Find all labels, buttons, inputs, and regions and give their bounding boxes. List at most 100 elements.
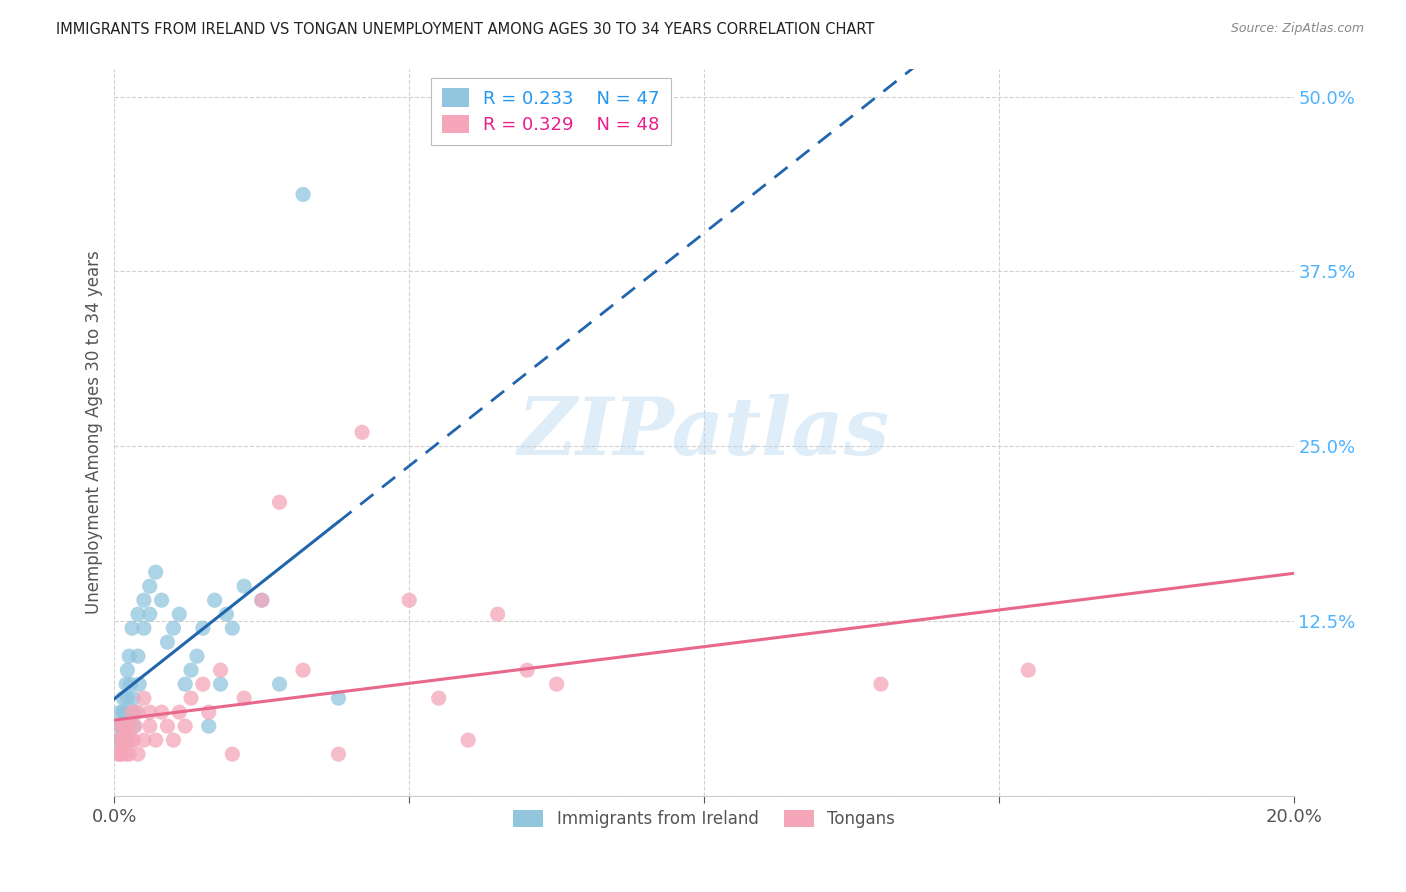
Point — [122, 691, 145, 706]
Point — [117, 663, 139, 677]
Point — [250, 593, 273, 607]
Point — [112, 719, 135, 733]
Point — [122, 719, 145, 733]
Point — [233, 579, 256, 593]
Point — [204, 593, 226, 607]
Point — [121, 621, 143, 635]
Point — [139, 579, 162, 593]
Point — [115, 733, 138, 747]
Point — [427, 691, 450, 706]
Point — [215, 607, 238, 622]
Point — [162, 733, 184, 747]
Point — [250, 593, 273, 607]
Point — [139, 719, 162, 733]
Point — [132, 733, 155, 747]
Point — [221, 747, 243, 761]
Point — [110, 719, 132, 733]
Point — [150, 593, 173, 607]
Point — [115, 719, 138, 733]
Point — [112, 705, 135, 719]
Point — [870, 677, 893, 691]
Point — [180, 691, 202, 706]
Point — [398, 593, 420, 607]
Text: Source: ZipAtlas.com: Source: ZipAtlas.com — [1230, 22, 1364, 36]
Point — [127, 607, 149, 622]
Point — [121, 705, 143, 719]
Point — [122, 733, 145, 747]
Point — [169, 705, 191, 719]
Point — [118, 719, 141, 733]
Point — [105, 747, 128, 761]
Point — [169, 607, 191, 622]
Point — [350, 425, 373, 440]
Text: ZIPatlas: ZIPatlas — [517, 393, 890, 471]
Point — [221, 621, 243, 635]
Point — [110, 705, 132, 719]
Point — [124, 719, 146, 733]
Point — [145, 566, 167, 580]
Point — [209, 663, 232, 677]
Point — [197, 705, 219, 719]
Legend: Immigrants from Ireland, Tongans: Immigrants from Ireland, Tongans — [506, 804, 901, 835]
Point — [546, 677, 568, 691]
Point — [118, 747, 141, 761]
Point — [1017, 663, 1039, 677]
Point — [269, 677, 291, 691]
Point — [186, 649, 208, 664]
Point — [115, 677, 138, 691]
Point — [124, 705, 146, 719]
Point — [121, 705, 143, 719]
Point — [110, 747, 132, 761]
Point — [197, 719, 219, 733]
Point — [127, 705, 149, 719]
Text: IMMIGRANTS FROM IRELAND VS TONGAN UNEMPLOYMENT AMONG AGES 30 TO 34 YEARS CORRELA: IMMIGRANTS FROM IRELAND VS TONGAN UNEMPL… — [56, 22, 875, 37]
Point — [117, 733, 139, 747]
Point — [328, 747, 350, 761]
Point — [114, 719, 136, 733]
Point — [112, 691, 135, 706]
Point — [191, 621, 214, 635]
Point — [162, 621, 184, 635]
Point — [139, 705, 162, 719]
Point — [150, 705, 173, 719]
Point — [111, 719, 134, 733]
Point — [233, 691, 256, 706]
Point — [110, 733, 132, 747]
Point — [292, 663, 315, 677]
Point — [191, 677, 214, 691]
Point — [174, 719, 197, 733]
Point — [120, 677, 142, 691]
Point — [108, 733, 131, 747]
Point — [139, 607, 162, 622]
Point — [174, 677, 197, 691]
Point — [117, 691, 139, 706]
Point — [156, 719, 179, 733]
Point — [127, 649, 149, 664]
Point — [269, 495, 291, 509]
Point — [128, 677, 150, 691]
Point — [132, 621, 155, 635]
Point — [486, 607, 509, 622]
Point — [145, 733, 167, 747]
Point — [112, 733, 135, 747]
Point — [209, 677, 232, 691]
Point — [115, 747, 138, 761]
Point — [105, 733, 128, 747]
Point — [292, 187, 315, 202]
Point — [114, 733, 136, 747]
Point — [132, 593, 155, 607]
Point — [328, 691, 350, 706]
Point — [118, 649, 141, 664]
Point — [127, 747, 149, 761]
Point — [516, 663, 538, 677]
Point — [180, 663, 202, 677]
Point — [121, 733, 143, 747]
Point — [118, 719, 141, 733]
Y-axis label: Unemployment Among Ages 30 to 34 years: Unemployment Among Ages 30 to 34 years — [86, 251, 103, 615]
Point — [132, 691, 155, 706]
Point — [156, 635, 179, 649]
Point — [108, 719, 131, 733]
Point — [110, 747, 132, 761]
Point — [114, 705, 136, 719]
Point — [457, 733, 479, 747]
